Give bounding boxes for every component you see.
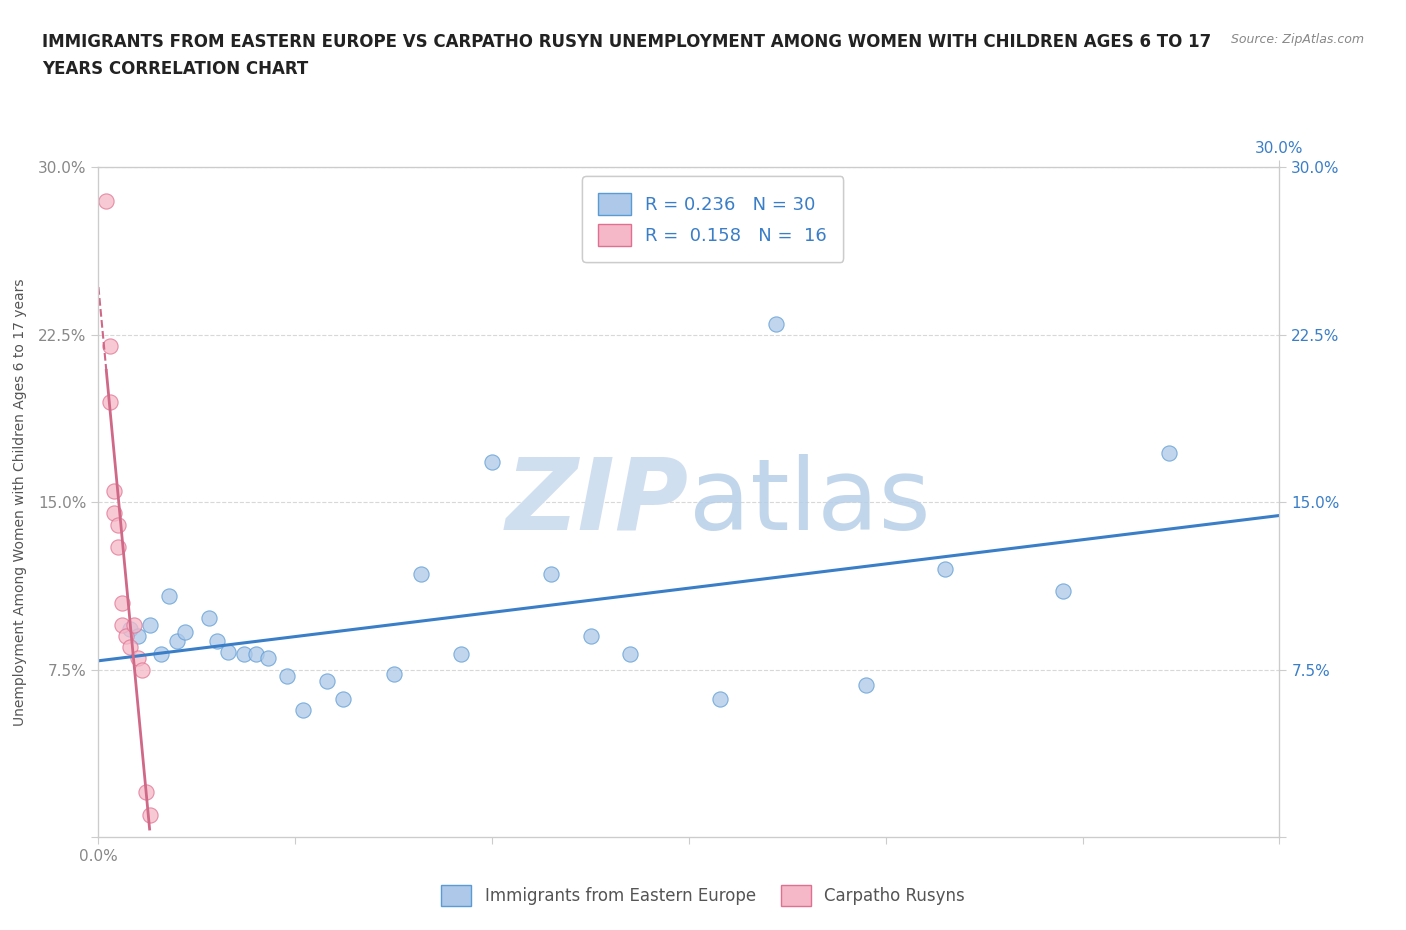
- Text: YEARS CORRELATION CHART: YEARS CORRELATION CHART: [42, 60, 308, 78]
- Point: [138, 618, 160, 632]
- Point: [579, 629, 602, 644]
- Point: [107, 539, 129, 554]
- Point: [122, 618, 145, 632]
- Point: [103, 484, 125, 498]
- Point: [765, 316, 787, 331]
- Point: [111, 595, 134, 610]
- Point: [118, 622, 141, 637]
- Text: ZIP: ZIP: [506, 454, 689, 551]
- Point: [197, 611, 219, 626]
- Point: [1052, 584, 1074, 599]
- Point: [103, 506, 125, 521]
- Point: [174, 624, 197, 639]
- Text: atlas: atlas: [689, 454, 931, 551]
- Point: [245, 646, 267, 661]
- Point: [332, 691, 354, 706]
- Point: [138, 807, 160, 822]
- Point: [382, 667, 405, 682]
- Point: [709, 691, 731, 706]
- Point: [131, 662, 153, 677]
- Point: [115, 629, 138, 644]
- Point: [1159, 445, 1181, 460]
- Point: [256, 651, 278, 666]
- Text: IMMIGRANTS FROM EASTERN EUROPE VS CARPATHO RUSYN UNEMPLOYMENT AMONG WOMEN WITH C: IMMIGRANTS FROM EASTERN EUROPE VS CARPAT…: [42, 33, 1212, 50]
- Point: [135, 785, 157, 800]
- Point: [276, 669, 298, 684]
- Point: [127, 651, 149, 666]
- Point: [98, 339, 121, 353]
- Legend: Immigrants from Eastern Europe, Carpatho Rusyns: Immigrants from Eastern Europe, Carpatho…: [434, 879, 972, 912]
- Point: [292, 702, 315, 717]
- Point: [166, 633, 188, 648]
- Point: [205, 633, 228, 648]
- Text: Source: ZipAtlas.com: Source: ZipAtlas.com: [1230, 33, 1364, 46]
- Point: [98, 394, 121, 409]
- Point: [96, 193, 118, 208]
- Legend: R = 0.236   N = 30, R =  0.158   N =  16: R = 0.236 N = 30, R = 0.158 N = 16: [582, 177, 844, 262]
- Point: [315, 673, 337, 688]
- Point: [217, 644, 239, 659]
- Point: [934, 562, 956, 577]
- Point: [150, 646, 173, 661]
- Point: [233, 646, 256, 661]
- Point: [855, 678, 877, 693]
- Point: [450, 646, 472, 661]
- Point: [411, 566, 433, 581]
- Y-axis label: Unemployment Among Women with Children Ages 6 to 17 years: Unemployment Among Women with Children A…: [13, 278, 27, 726]
- Point: [127, 629, 149, 644]
- Point: [481, 455, 503, 470]
- Point: [107, 517, 129, 532]
- Point: [540, 566, 562, 581]
- Point: [118, 640, 141, 655]
- Point: [111, 618, 134, 632]
- Point: [157, 589, 180, 604]
- Point: [619, 646, 641, 661]
